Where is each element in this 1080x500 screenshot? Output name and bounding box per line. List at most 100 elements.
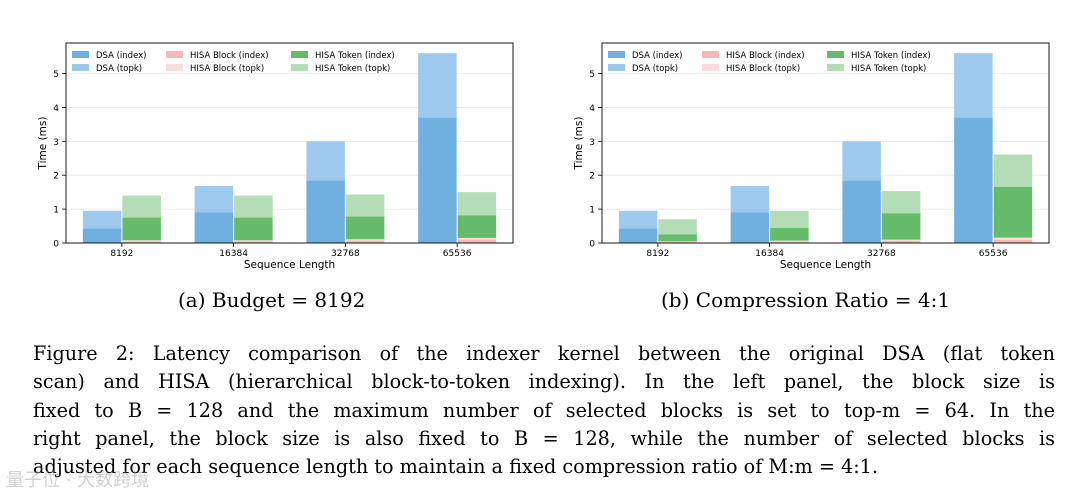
legend: DSA (index) DSA (topk) HISA Block (index) H…	[608, 51, 931, 74]
bar-segment	[234, 195, 273, 218]
y-tick-label: 4	[589, 104, 595, 114]
bar-segment	[618, 210, 658, 229]
x-tick-label: 65536	[979, 249, 1008, 259]
bar-segment	[881, 191, 921, 214]
bar-segment	[457, 192, 497, 216]
caption-line: scan) and HISA (hierarchical block-to-to…	[33, 370, 1055, 394]
bar-segment	[345, 194, 385, 217]
bar-segment	[194, 186, 234, 213]
bar-segment	[658, 234, 697, 242]
x-tick-label: 8192	[646, 249, 669, 259]
chart-budget-8192: 0 1 2 3 4 5 8192 16384 32768 65536 Sequence Length…	[37, 42, 514, 271]
legend-swatch	[608, 51, 625, 58]
legend-label: HISA Token (topk)	[315, 64, 390, 74]
x-tick-label: 32768	[331, 249, 360, 259]
y-tick-label: 5	[53, 70, 59, 80]
bar-segment	[82, 210, 122, 229]
bar-segment	[730, 186, 770, 213]
bar-segment	[993, 239, 1033, 243]
x-tick-label: 65536	[443, 249, 472, 259]
y-tick-label: 0	[53, 240, 59, 250]
bar-segment	[658, 219, 697, 235]
legend-label: HISA Token (index)	[315, 51, 395, 61]
legend-swatch	[702, 51, 719, 58]
y-tick-label: 4	[53, 104, 59, 114]
legend-swatch	[166, 51, 183, 58]
bar-segment	[418, 117, 457, 243]
bar-segment	[122, 241, 161, 243]
bar-segment	[770, 210, 809, 228]
bar-segment	[770, 227, 809, 241]
legend: DSA (index) DSA (topk) HISA Block (index) H…	[72, 51, 395, 74]
legend-label: HISA Token (index)	[851, 51, 931, 61]
legend-label: HISA Block (index)	[726, 51, 805, 61]
x-axis-label: Sequence Length	[780, 259, 871, 271]
bar-segment	[658, 241, 697, 243]
watermark: 量子位 · 大数跨境	[6, 470, 150, 491]
legend-label: DSA (topk)	[96, 64, 142, 74]
caption-line: right panel, the block size is also fixe…	[33, 426, 1055, 450]
bar-segment	[881, 239, 921, 241]
bar-segment	[457, 239, 497, 243]
legend-swatch	[166, 64, 183, 71]
legend-swatch	[608, 64, 625, 71]
bar-segment	[345, 216, 385, 240]
plot-frame	[65, 42, 514, 244]
bar-segment	[234, 241, 273, 243]
legend-label: HISA Block (index)	[190, 51, 269, 61]
figure-caption: Figure 2: Latency comparison of the inde…	[33, 340, 1055, 481]
bar-segment	[82, 228, 122, 243]
y-tick-label: 1	[53, 206, 59, 216]
y-tick-label: 2	[53, 172, 59, 182]
bar-segment	[345, 240, 385, 243]
bar-segment	[234, 217, 273, 241]
x-tick-label: 32768	[867, 249, 896, 259]
plot-frame	[601, 42, 1050, 244]
y-tick-label: 2	[589, 172, 595, 182]
x-tick-label: 8192	[110, 249, 133, 259]
y-tick-label: 3	[53, 138, 59, 148]
y-axis-label: Time (ms)	[37, 117, 49, 171]
bar-segment	[194, 212, 234, 243]
y-axis-label: Time (ms)	[573, 117, 585, 171]
legend-label: DSA (topk)	[632, 64, 678, 74]
bar-segment	[881, 240, 921, 243]
legend-swatch	[827, 51, 844, 58]
bar-segment	[457, 215, 497, 238]
bar-segment	[954, 117, 993, 243]
bar-segment	[770, 241, 809, 243]
bar-segment	[993, 186, 1033, 238]
caption-line: adjusted for each sequence length to mai…	[33, 455, 878, 479]
y-tick-label: 1	[589, 206, 595, 216]
y-tick-label: 5	[589, 70, 595, 80]
y-tick-label: 0	[589, 240, 595, 250]
bar-segment	[457, 237, 497, 240]
bar-segment	[234, 240, 273, 242]
caption-line: Figure 2: Latency comparison of the inde…	[33, 342, 1055, 365]
legend-swatch	[72, 64, 89, 71]
legend-swatch	[291, 64, 308, 71]
legend-label: HISA Block (topk)	[190, 64, 264, 74]
bar-segment	[842, 141, 881, 181]
legend-swatch	[702, 64, 719, 71]
bar-segment	[618, 228, 658, 243]
bar-segment	[306, 180, 345, 243]
bar-segment	[122, 240, 161, 242]
x-tick-label: 16384	[755, 249, 784, 259]
legend-swatch	[291, 51, 308, 58]
bar-segment	[954, 53, 993, 118]
chart-compression-ratio: 0 1 2 3 4 5 8192 16384 32768 65536 Sequence Length…	[573, 42, 1050, 271]
caption-line: fixed to B = 128 and the maximum number …	[33, 398, 1055, 422]
legend-swatch	[827, 64, 844, 71]
x-axis-label: Sequence Length	[244, 259, 335, 271]
bar-segment	[658, 241, 697, 242]
legend-label: HISA Token (topk)	[851, 64, 926, 74]
legend-label: DSA (index)	[96, 51, 147, 61]
bar-segment	[993, 154, 1033, 187]
bar-segment	[881, 213, 921, 240]
bar-segment	[122, 195, 161, 218]
x-tick-label: 16384	[219, 249, 248, 259]
bar-segment	[306, 141, 345, 181]
y-tick-label: 3	[589, 138, 595, 148]
bar-segment	[418, 53, 457, 118]
